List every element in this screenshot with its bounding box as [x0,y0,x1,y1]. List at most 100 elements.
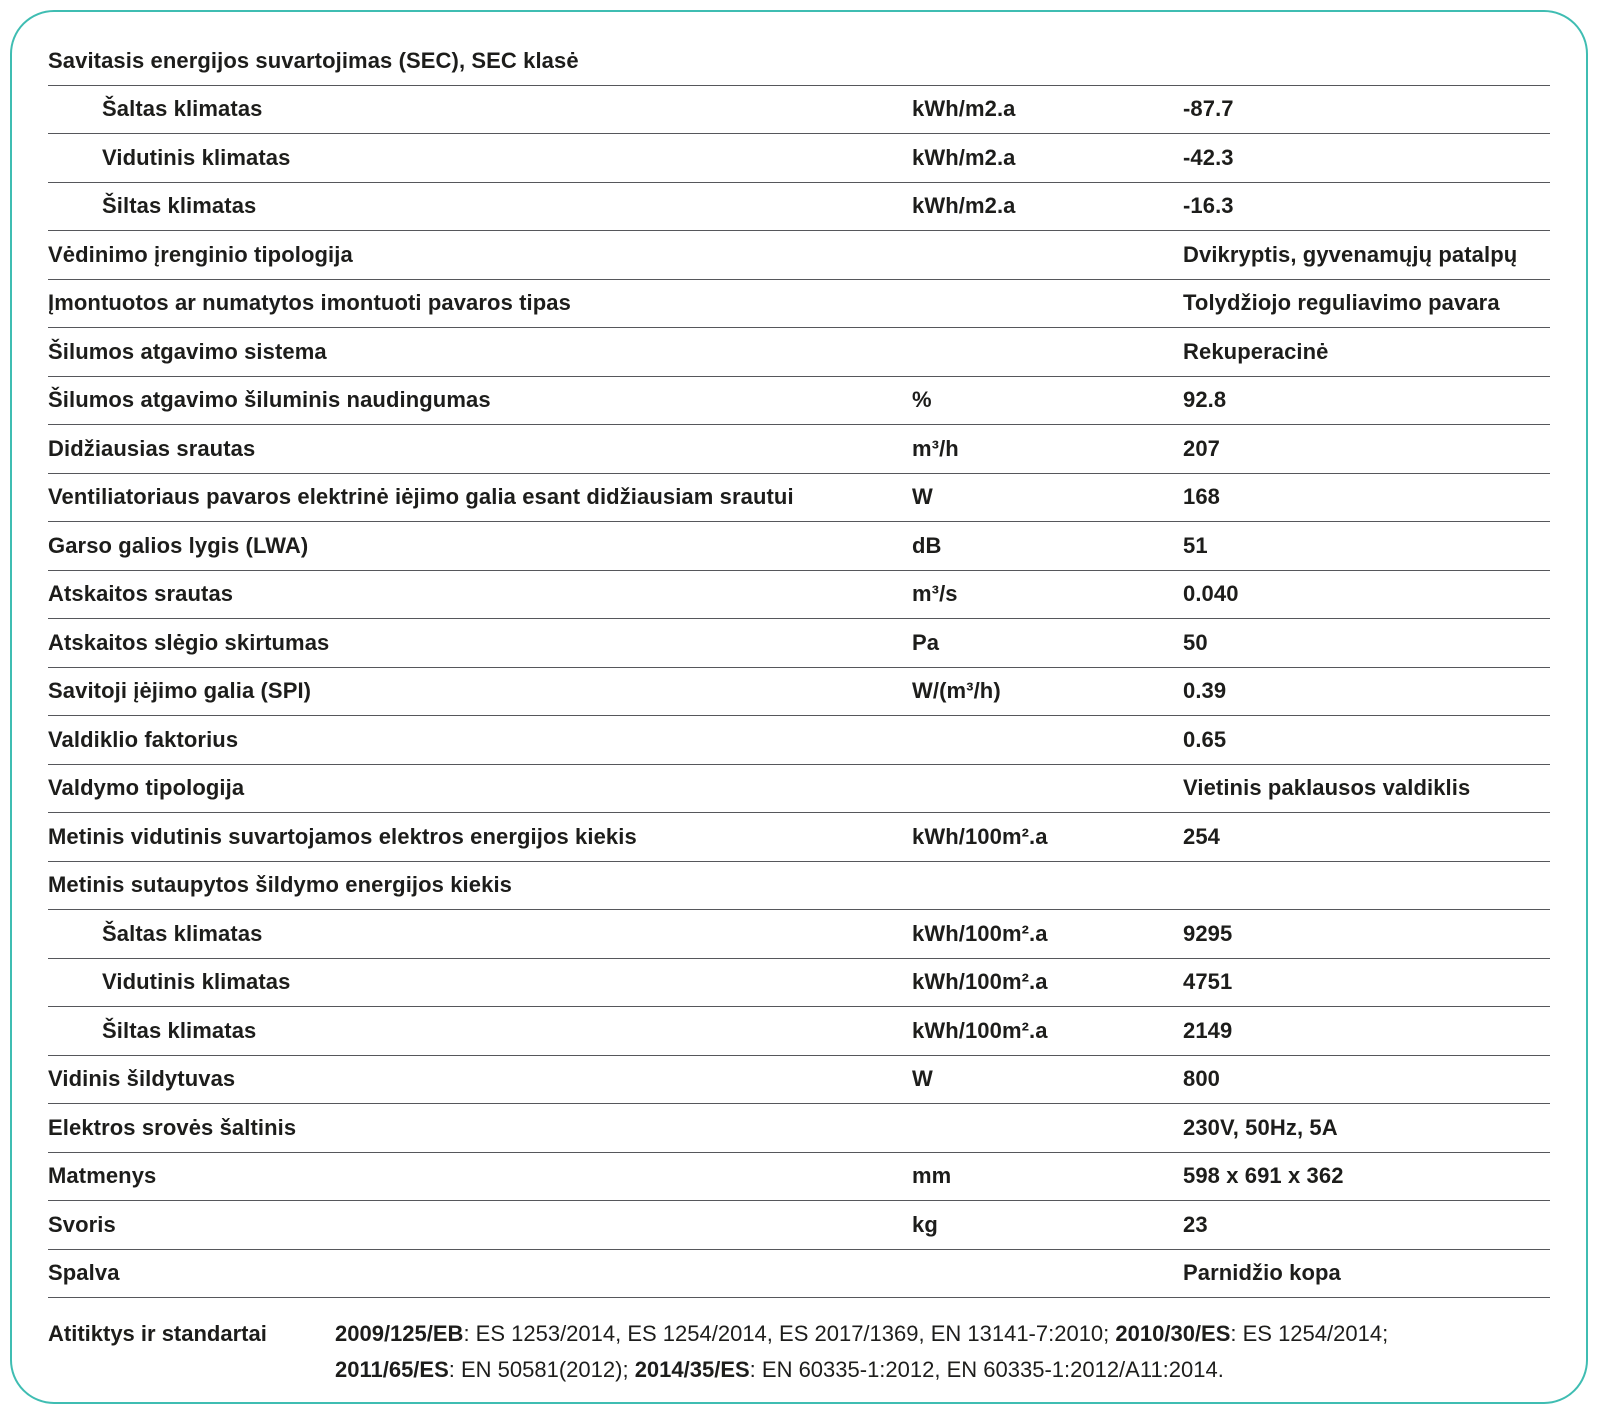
standard-directive: 2010/30/ES [1115,1321,1231,1346]
standards-line: 2009/125/EB: ES 1253/2014, ES 1254/2014,… [335,1316,1550,1352]
row-unit: Pa [912,629,940,655]
row-label: Valdymo tipologija [48,775,245,801]
row-value: -87.7 [1183,96,1234,122]
table-row: Atskaitos slėgio skirtumas Pa 50 [48,619,1550,668]
row-label: Vidinis šildytuvas [48,1066,236,1092]
row-value: Vietinis paklausos valdiklis [1183,775,1471,801]
row-label: Vėdinimo įrenginio tipologija [48,241,353,267]
row-value: 50 [1183,629,1208,655]
row-label: Atskaitos slėgio skirtumas [48,629,330,655]
standard-directive: 2009/125/EB [335,1321,464,1346]
row-label: Svoris [48,1211,116,1237]
standards-line: 2011/65/ES: EN 50581(2012); 2014/35/ES: … [335,1352,1550,1388]
row-label: Elektros srovės šaltinis [48,1114,297,1140]
row-value: 0.040 [1183,581,1239,607]
table-row: Metinis vidutinis suvartojamos elektros … [48,813,1550,862]
row-value: 254 [1183,823,1221,849]
table-row: Ventiliatoriaus pavaros elektrinė iėjimo… [48,474,1550,522]
row-unit: W [912,1066,933,1092]
row-value: Rekuperacinė [1183,338,1329,364]
table-row: Šilumos atgavimo šiluminis naudingumas% 9… [48,377,1550,425]
row-label: Atskaitos srautas [48,581,234,607]
row-unit: kWh/100m².a [912,1017,1048,1043]
row-label: Šiltas klimatas [102,193,257,219]
row-unit: dB [912,532,942,558]
row-value: Dvikryptis, gyvenamųjų patalpų [1183,241,1518,267]
table-row: Valdymo tipologija Vietinis paklausos val… [48,765,1550,813]
row-value: 0.65 [1183,726,1227,752]
table-row: Šilumos atgavimo sistema Rekuperacinė [48,328,1550,377]
table-row: Didžiausias srautas m³/h 207 [48,425,1550,474]
row-unit: W/(m³/h) [912,678,1001,704]
standard-directive: 2014/35/ES [634,1357,750,1382]
row-label: Įmontuotos ar numatytos imontuoti pavaro… [48,290,571,316]
section-row: Savitasis energijos suvartojimas (SEC), … [48,37,1550,86]
row-unit: kWh/m2.a [912,193,1016,219]
table-row: Spalva Parnidžio kopa [48,1250,1550,1298]
row-value: Tolydžiojo reguliavimo pavara [1183,290,1500,316]
row-label: Savitoji įėjimo galia (SPI) [48,678,312,704]
spec-table: Savitasis energijos suvartojimas (SEC), … [48,37,1550,1298]
table-row: Vėdinimo įrenginio tipologija Dvikryptis,… [48,231,1550,280]
standards-segment: : EN 50581(2012); [448,1357,635,1382]
table-row: Matmenys mm 598 x 691 x 362 [48,1153,1550,1201]
row-label: Metinis sutaupytos šildymo energijos kie… [48,872,512,898]
row-label: Spalva [48,1260,120,1286]
row-unit: m³/s [912,581,958,607]
standards-segment: : ES 1253/2014, ES 1254/2014, ES 2017/13… [463,1321,1116,1346]
table-row: Vidutinis klimatas kWh/m2.a -42.3 [48,134,1550,183]
row-value: 0.39 [1183,678,1227,704]
row-value: 168 [1183,484,1221,510]
row-label: Vidutinis klimatas [102,969,291,995]
row-unit: kWh/100m².a [912,969,1048,995]
row-label: Šiltas klimatas [102,1017,257,1043]
row-unit: m³/h [912,435,959,461]
table-row: Elektros srovės šaltinis 230V, 50Hz, 5A [48,1104,1550,1153]
table-row: Šiltas klimatas kWh/100m².a 2149 [48,1007,1550,1056]
standards-text: 2009/125/EB: ES 1253/2014, ES 1254/2014,… [335,1316,1550,1388]
table-row: Atskaitos srautas m³/s 0.040 [48,571,1550,619]
row-unit: kWh/m2.a [912,144,1016,170]
row-label: Valdiklio faktorius [48,726,239,752]
table-row: Savitoji įėjimo galia (SPI) W/(m³/h) 0.39 [48,668,1550,716]
row-label: Metinis vidutinis suvartojamos elektros … [48,823,637,849]
row-value: 9295 [1183,920,1233,946]
row-label: Šilumos atgavimo sistema [48,338,327,364]
row-value: 207 [1183,435,1221,461]
table-row: Valdiklio faktorius 0.65 [48,716,1550,765]
row-label: Šaltas klimatas [102,920,263,946]
row-unit: kWh/m2.a [912,96,1016,122]
row-value: 92.8 [1183,387,1227,413]
row-value: 51 [1183,532,1208,558]
row-unit: mm [912,1163,952,1189]
row-label: Didžiausias srautas [48,435,256,461]
table-row: Įmontuotos ar numatytos imontuoti pavaro… [48,280,1550,328]
table-row: Šaltas klimatas kWh/100m².a 9295 [48,910,1550,959]
row-unit: kWh/100m².a [912,920,1048,946]
row-label: Vidutinis klimatas [102,144,291,170]
section-row: Metinis sutaupytos šildymo energijos kie… [48,862,1550,910]
spec-card: Savitasis energijos suvartojimas (SEC), … [10,10,1588,1404]
row-unit: % [912,387,932,413]
row-label: Matmenys [48,1163,157,1189]
row-value: 4751 [1183,969,1233,995]
standard-directive: 2011/65/ES [335,1357,449,1382]
row-value: -42.3 [1183,144,1234,170]
row-label: Šaltas klimatas [102,96,263,122]
row-label: Garso galios lygis (LWA) [48,532,309,558]
table-row: Garso galios lygis (LWA) dB 51 [48,522,1550,571]
table-row: Šiltas klimatas kWh/m2.a -16.3 [48,183,1550,231]
row-unit: kg [912,1211,938,1237]
row-value: Parnidžio kopa [1183,1260,1341,1286]
table-row: Svoris kg 23 [48,1201,1550,1250]
row-value: 230V, 50Hz, 5A [1183,1114,1338,1140]
row-value: 23 [1183,1211,1208,1237]
row-unit: kWh/100m².a [912,823,1048,849]
standards-row: Atitiktys ir standartai 2009/125/EB: ES … [48,1298,1550,1388]
row-label: Ventiliatoriaus pavaros elektrinė iėjimo… [48,484,794,510]
standards-label: Atitiktys ir standartai [48,1321,267,1346]
row-label: Savitasis energijos suvartojimas (SEC), … [48,47,579,73]
row-value: -16.3 [1183,193,1234,219]
row-value: 598 x 691 x 362 [1183,1163,1344,1189]
row-label: Šilumos atgavimo šiluminis naudingumas [48,387,491,413]
